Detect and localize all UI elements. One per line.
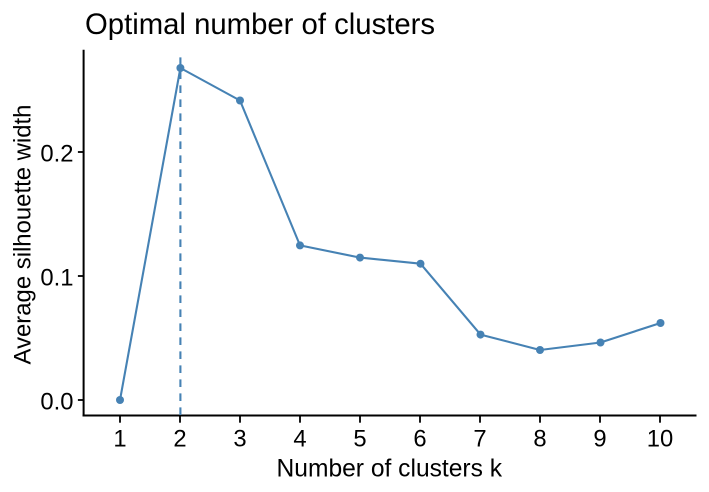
svg-text:5: 5: [353, 426, 366, 453]
svg-text:Optimal number of clusters: Optimal number of clusters: [85, 8, 435, 41]
svg-text:4: 4: [293, 426, 306, 453]
svg-text:6: 6: [413, 426, 426, 453]
svg-text:0.2: 0.2: [40, 141, 73, 168]
svg-text:0.0: 0.0: [40, 389, 73, 416]
svg-text:7: 7: [473, 426, 486, 453]
svg-text:8: 8: [533, 426, 546, 453]
svg-text:3: 3: [233, 426, 246, 453]
svg-text:Number of clusters k: Number of clusters k: [277, 456, 503, 483]
svg-text:0.1: 0.1: [40, 265, 73, 292]
svg-text:Average silhouette width: Average silhouette width: [10, 105, 37, 365]
svg-text:1: 1: [113, 426, 126, 453]
svg-text:9: 9: [593, 426, 606, 453]
svg-text:10: 10: [647, 426, 673, 453]
svg-text:2: 2: [173, 426, 186, 453]
